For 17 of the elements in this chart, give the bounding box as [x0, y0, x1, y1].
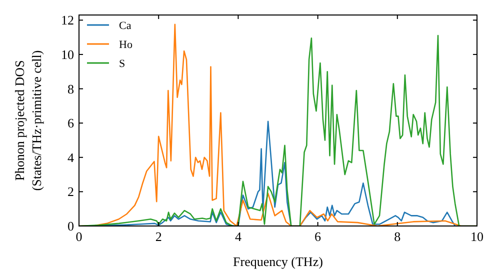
- y-tick-label: 4: [68, 150, 74, 165]
- x-tick-label: 2: [155, 229, 162, 244]
- y-axis-title: Phonon projected DOS (States/THz·primitive cell): [12, 50, 44, 191]
- y-tick-label: 6: [68, 116, 74, 131]
- y-tick-label: 0: [68, 218, 74, 234]
- y-tick-label: 12: [61, 12, 74, 28]
- legend-label: Ca: [119, 20, 132, 32]
- legend-label: S: [119, 58, 126, 70]
- y-tick-label: 2: [68, 184, 74, 200]
- x-tick-label: 4: [234, 229, 242, 244]
- legend-label: Ho: [119, 39, 133, 51]
- x-tick-label: 10: [470, 229, 484, 244]
- y-tick-label: 8: [68, 81, 74, 96]
- x-tick-label: 6: [314, 229, 322, 244]
- x-axis-title: Frequency (THz): [233, 254, 323, 269]
- y-tick-label: 10: [61, 46, 74, 62]
- x-tick-label: 8: [394, 229, 401, 244]
